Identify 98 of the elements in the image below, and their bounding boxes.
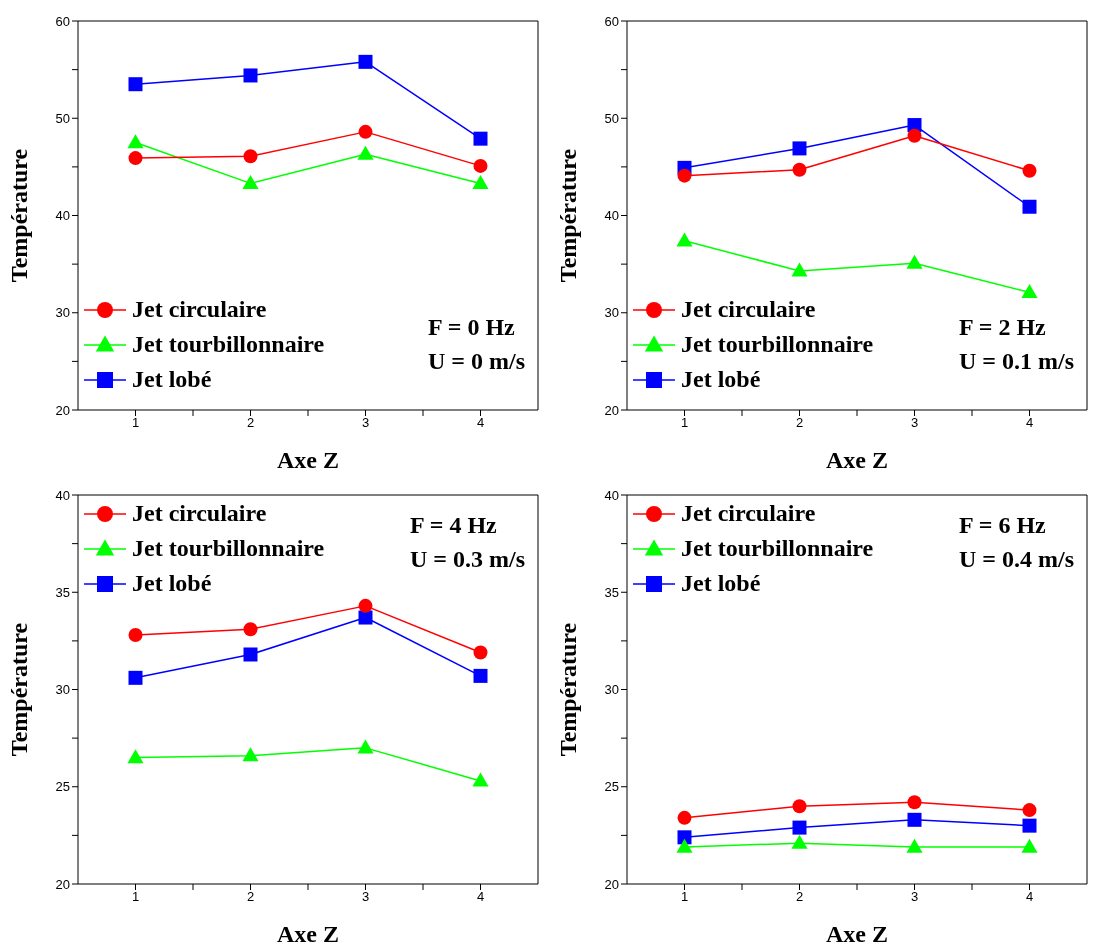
annotation: U = 0.1 m/s <box>958 347 1074 376</box>
x-tick-label: 2 <box>246 889 255 905</box>
legend-label: Jet tourbillonnaire <box>132 534 325 563</box>
x-tick-label: 2 <box>246 415 255 431</box>
point <box>128 670 143 685</box>
point <box>792 141 807 156</box>
x-tick-label: 2 <box>795 889 804 905</box>
point <box>907 128 922 143</box>
point <box>1022 163 1037 178</box>
y-tick-label: 40 <box>55 208 70 224</box>
point <box>358 54 373 69</box>
x-tick-label: 4 <box>1025 415 1034 431</box>
point <box>358 124 373 139</box>
y-tick-label: 30 <box>604 682 619 698</box>
x-tick-label: 2 <box>795 415 804 431</box>
y-tick-label: 60 <box>55 13 70 29</box>
y-axis-title: Température <box>5 622 32 757</box>
legend-label: Jet lobé <box>132 569 212 598</box>
point <box>357 739 374 754</box>
point <box>243 622 258 637</box>
point <box>792 162 807 177</box>
annotation: F = 6 Hz <box>958 511 1047 540</box>
y-tick-label: 30 <box>604 305 619 321</box>
x-tick-label: 4 <box>476 415 485 431</box>
y-tick-label: 30 <box>55 682 70 698</box>
y-tick-label: 40 <box>55 487 70 503</box>
legend-label: Jet circulaire <box>681 295 816 324</box>
point <box>242 747 259 762</box>
point <box>128 151 143 166</box>
point <box>357 145 374 160</box>
y-tick-label: 40 <box>604 487 619 503</box>
point <box>473 158 488 173</box>
point <box>243 149 258 164</box>
y-tick-label: 25 <box>604 779 619 795</box>
point <box>243 68 258 83</box>
x-tick-label: 1 <box>680 889 689 905</box>
point <box>358 610 373 625</box>
point <box>127 134 144 149</box>
legend-label: Jet circulaire <box>132 499 267 528</box>
point <box>128 77 143 92</box>
y-tick-label: 35 <box>55 584 70 600</box>
annotation: F = 0 Hz <box>427 313 516 342</box>
point <box>127 749 144 764</box>
annotation: F = 4 Hz <box>409 511 498 540</box>
legend-label: Jet lobé <box>681 365 761 394</box>
point <box>791 262 808 277</box>
point <box>677 168 692 183</box>
point <box>243 647 258 662</box>
y-tick-label: 20 <box>604 402 619 418</box>
y-tick-label: 35 <box>604 584 619 600</box>
annotation: U = 0 m/s <box>427 347 525 376</box>
x-axis-title: Axe Z <box>826 447 888 473</box>
y-tick-label: 40 <box>604 208 619 224</box>
y-tick-label: 20 <box>604 876 619 892</box>
y-tick-label: 30 <box>55 305 70 321</box>
y-axis-title: Température <box>5 148 32 283</box>
point <box>128 628 143 643</box>
legend-label: Jet lobé <box>681 569 761 598</box>
x-tick-label: 1 <box>131 889 140 905</box>
point <box>473 645 488 660</box>
point <box>242 175 259 190</box>
legend-label: Jet tourbillonnaire <box>681 330 874 359</box>
x-tick-label: 3 <box>910 415 919 431</box>
legend-label: Jet lobé <box>132 365 212 394</box>
point <box>1021 283 1038 298</box>
annotation: U = 0.4 m/s <box>958 545 1074 574</box>
legend-label: Jet tourbillonnaire <box>132 330 325 359</box>
point <box>472 175 489 190</box>
x-tick-label: 1 <box>131 415 140 431</box>
point <box>358 598 373 613</box>
y-axis-title: Température <box>554 622 581 757</box>
point <box>1022 199 1037 214</box>
legend-label: Jet circulaire <box>132 295 267 324</box>
point <box>473 668 488 683</box>
y-tick-label: 20 <box>55 876 70 892</box>
annotation: U = 0.3 m/s <box>409 545 525 574</box>
legend-label: Jet circulaire <box>681 499 816 528</box>
y-tick-label: 50 <box>55 110 70 126</box>
x-axis-title: Axe Z <box>277 447 339 473</box>
y-axis-title: Température <box>554 148 581 283</box>
point <box>473 131 488 146</box>
annotation: F = 2 Hz <box>958 313 1047 342</box>
x-tick-label: 3 <box>361 415 370 431</box>
x-axis-title: Axe Z <box>826 921 888 947</box>
y-tick-label: 60 <box>604 13 619 29</box>
point <box>472 772 489 787</box>
x-tick-label: 3 <box>910 889 919 905</box>
x-tick-label: 4 <box>476 889 485 905</box>
y-tick-label: 50 <box>604 110 619 126</box>
x-tick-label: 4 <box>1025 889 1034 905</box>
x-tick-label: 3 <box>361 889 370 905</box>
y-tick-label: 25 <box>55 779 70 795</box>
y-tick-label: 20 <box>55 402 70 418</box>
legend-label: Jet tourbillonnaire <box>681 534 874 563</box>
x-axis-title: Axe Z <box>277 921 339 947</box>
point <box>906 254 923 269</box>
point <box>676 232 693 247</box>
x-tick-label: 1 <box>680 415 689 431</box>
